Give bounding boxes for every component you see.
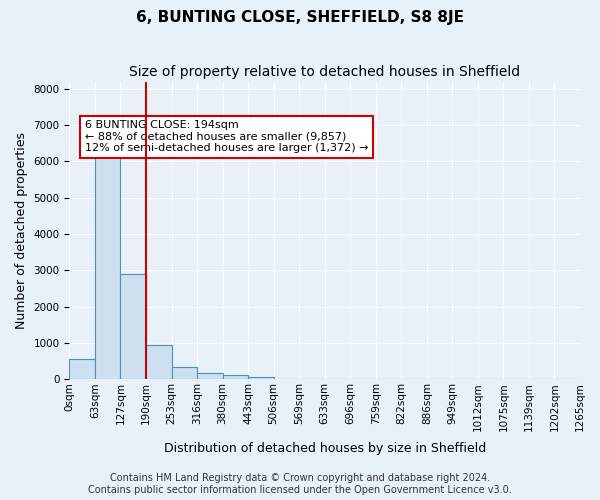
Bar [223, 376, 248, 380]
Text: 6 BUNTING CLOSE: 194sqm
← 88% of detached houses are smaller (9,857)
12% of semi: 6 BUNTING CLOSE: 194sqm ← 88% of detache… [85, 120, 368, 154]
Text: Contains HM Land Registry data © Crown copyright and database right 2024.
Contai: Contains HM Land Registry data © Crown c… [88, 474, 512, 495]
Bar [121, 274, 146, 380]
Bar [146, 345, 172, 380]
Bar [197, 374, 223, 380]
Title: Size of property relative to detached houses in Sheffield: Size of property relative to detached ho… [129, 65, 520, 79]
Y-axis label: Number of detached properties: Number of detached properties [15, 132, 28, 329]
Bar [70, 360, 95, 380]
Bar [248, 377, 274, 380]
X-axis label: Distribution of detached houses by size in Sheffield: Distribution of detached houses by size … [164, 442, 486, 455]
Text: 6, BUNTING CLOSE, SHEFFIELD, S8 8JE: 6, BUNTING CLOSE, SHEFFIELD, S8 8JE [136, 10, 464, 25]
Bar [95, 148, 121, 380]
Bar [172, 367, 197, 380]
